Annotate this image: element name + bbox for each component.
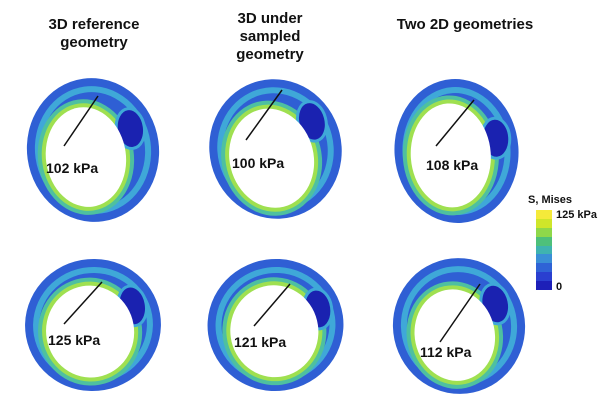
stress-label-bottom-left: 125 kPa: [48, 332, 101, 348]
legend-max-label: 125 kPa: [556, 209, 597, 221]
artery-section-bottom-middle: [198, 250, 353, 400]
legend-color-step: [536, 254, 552, 264]
pointer-line: [253, 283, 291, 327]
legend-color-step: [536, 218, 552, 228]
legend-color-step: [536, 272, 552, 282]
column-title-3d-under-sampled: 3D under sampled geometry: [236, 10, 304, 63]
stress-label-top-right: 108 kPa: [426, 157, 479, 173]
artery-section-svg: [392, 258, 526, 394]
pointer-line: [245, 89, 283, 141]
stress-label-bottom-right: 112 kPa: [420, 344, 472, 360]
legend-color-step: [536, 227, 552, 237]
legend-color-step: [536, 281, 552, 291]
lumen: [410, 103, 491, 208]
lumen: [46, 285, 135, 378]
artery-section-svg: [394, 79, 519, 223]
pointer-line: [435, 99, 475, 147]
column-title-3d-reference: 3D reference geometry: [48, 16, 140, 51]
artery-section-top-right: [384, 70, 529, 232]
artery-section-top-middle: [198, 70, 353, 228]
legend-colorbar: [536, 210, 552, 291]
stress-label-top-left: 102 kPa: [46, 160, 99, 176]
legend-title: S, Mises: [528, 194, 573, 206]
stress-label-bottom-middle: 121 kPa: [234, 334, 287, 350]
legend-min-label: 0: [556, 281, 563, 293]
lumen: [45, 107, 127, 207]
stress-label-top-middle: 100 kPa: [232, 155, 285, 171]
legend-color-step: [536, 245, 552, 255]
lumen: [230, 285, 319, 378]
pointer-line: [63, 281, 103, 325]
legend-color-step: [536, 210, 552, 219]
artery-section-svg: [26, 78, 160, 222]
artery-section-top-left: [18, 70, 168, 230]
legend-color-step: [536, 236, 552, 246]
lumen: [414, 289, 496, 381]
pointer-line: [439, 283, 481, 343]
artery-section-bottom-right: [384, 250, 534, 402]
column-title-two-2d: Two 2D geometries: [396, 16, 534, 33]
artery-section-svg: [25, 258, 161, 392]
pointer-line: [63, 95, 99, 147]
artery-section-svg: [209, 79, 342, 219]
legend-color-step: [536, 263, 552, 273]
artery-section-svg: [207, 258, 344, 392]
artery-section-bottom-left: [18, 250, 168, 400]
